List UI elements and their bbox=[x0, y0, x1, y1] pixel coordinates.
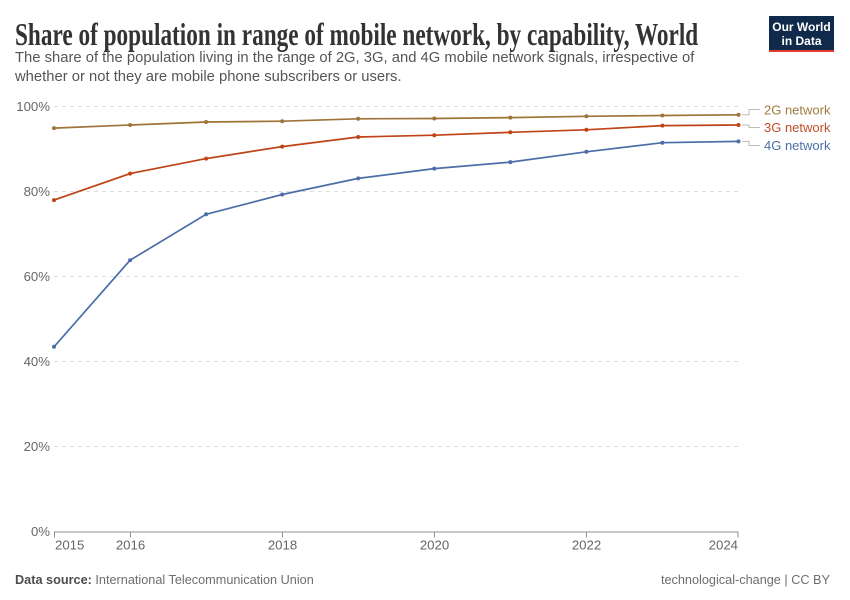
svg-text:2020: 2020 bbox=[420, 538, 449, 553]
svg-text:2024: 2024 bbox=[709, 538, 738, 553]
svg-text:2G network: 2G network bbox=[764, 103, 831, 118]
svg-text:100%: 100% bbox=[16, 99, 50, 114]
svg-text:80%: 80% bbox=[24, 184, 51, 199]
svg-text:2016: 2016 bbox=[116, 538, 145, 553]
svg-text:40%: 40% bbox=[24, 354, 51, 369]
svg-text:60%: 60% bbox=[24, 269, 51, 284]
svg-text:0%: 0% bbox=[31, 524, 50, 539]
svg-text:3G network: 3G network bbox=[764, 120, 831, 135]
svg-text:20%: 20% bbox=[24, 439, 51, 454]
svg-text:2022: 2022 bbox=[572, 538, 601, 553]
svg-text:2018: 2018 bbox=[268, 538, 297, 553]
svg-text:4G network: 4G network bbox=[764, 138, 831, 153]
svg-text:2015: 2015 bbox=[55, 538, 84, 553]
